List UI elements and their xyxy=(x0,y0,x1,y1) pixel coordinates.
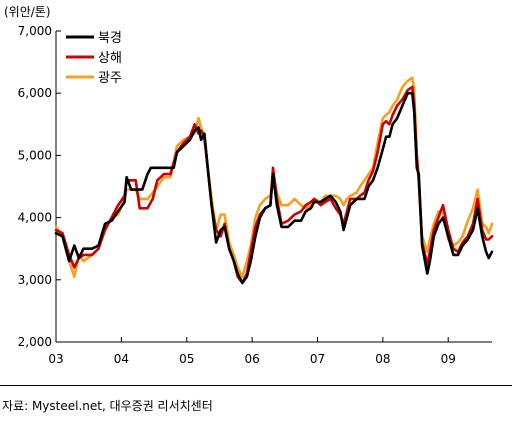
y-tick-label: 2,000 xyxy=(18,335,52,349)
x-tick-label: 08 xyxy=(375,352,390,366)
y-tick-label: 6,000 xyxy=(18,86,52,100)
source-note: 자료: Mysteel.net, 대우증권 리서치센터 xyxy=(2,399,213,413)
legend-label: 광주 xyxy=(98,71,122,86)
x-tick-label: 03 xyxy=(48,352,63,366)
y-tick-label: 5,000 xyxy=(18,148,52,162)
x-tick-label: 06 xyxy=(244,352,259,366)
source-divider xyxy=(0,385,512,386)
series-line-1 xyxy=(54,91,494,285)
x-tick-label: 05 xyxy=(179,352,194,366)
x-tick-label: 07 xyxy=(310,352,325,366)
legend-label: 북경 xyxy=(98,31,122,46)
y-axis-unit-label: (위안/톤) xyxy=(4,5,51,19)
x-tick-label: 04 xyxy=(114,352,129,366)
y-tick-label: 4,000 xyxy=(18,211,52,225)
y-tick-label: 7,000 xyxy=(18,24,52,38)
y-tick-label: 3,000 xyxy=(18,273,52,287)
x-tick-label: 09 xyxy=(441,352,456,366)
series-line-3 xyxy=(54,76,494,278)
legend-label: 상해 xyxy=(98,51,122,66)
